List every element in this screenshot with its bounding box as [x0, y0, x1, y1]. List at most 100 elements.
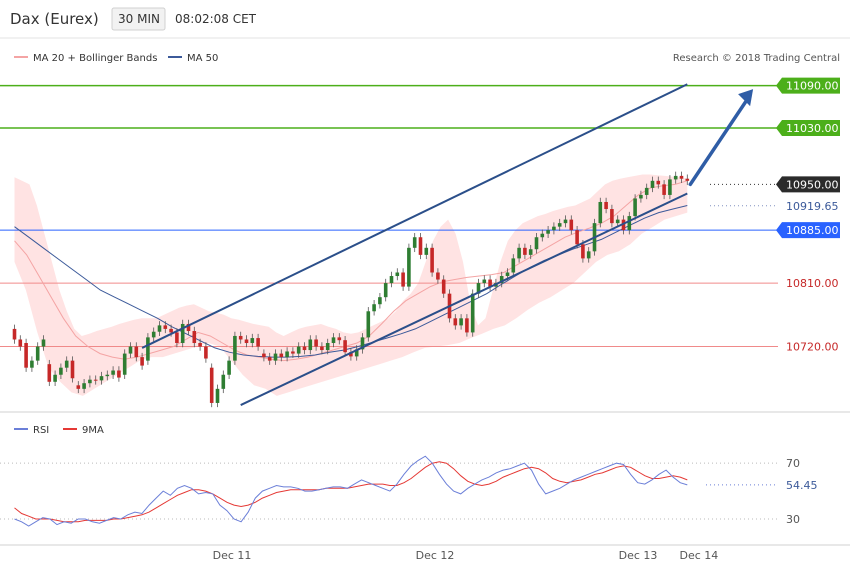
- candle: [418, 233, 423, 260]
- candle-body: [685, 178, 690, 181]
- candle: [673, 171, 678, 184]
- candle-body: [256, 338, 260, 347]
- candle-body: [105, 374, 110, 377]
- candle: [82, 378, 86, 394]
- candle-body: [552, 226, 556, 231]
- header: Dax (Eurex) 30 MIN 08:02:08 CET: [10, 7, 257, 31]
- candle: [70, 356, 75, 383]
- candle: [279, 349, 284, 362]
- candle-body: [314, 339, 318, 347]
- candle: [238, 331, 243, 344]
- candle-body: [192, 331, 197, 344]
- candle: [262, 349, 266, 362]
- rsi-tick-30: 30: [786, 513, 800, 526]
- candle: [412, 233, 417, 253]
- candle-body: [82, 383, 86, 389]
- candle-body: [59, 367, 63, 375]
- candle-body: [465, 318, 469, 333]
- candle: [511, 254, 516, 277]
- candle-body: [302, 346, 307, 351]
- candle-body: [233, 335, 237, 361]
- level-label-10720.00: 10720.00: [786, 341, 839, 354]
- level-label-box-11090.00: [776, 77, 840, 94]
- channel-lower-line: [240, 192, 688, 406]
- candle: [534, 233, 539, 254]
- level-label-box-10885.00: [776, 222, 840, 239]
- candle-body: [70, 360, 75, 379]
- candle: [41, 335, 46, 351]
- candle-body: [337, 337, 342, 341]
- candle: [354, 345, 359, 361]
- candle: [476, 278, 481, 298]
- candle-body: [662, 184, 666, 195]
- candle-body: [134, 346, 139, 358]
- candle: [372, 299, 376, 316]
- candle: [563, 215, 568, 228]
- candle: [610, 204, 614, 228]
- candle-body: [673, 175, 678, 180]
- candle: [227, 356, 231, 379]
- candle: [250, 333, 255, 348]
- candle-body: [482, 279, 487, 284]
- candle-body: [267, 357, 272, 361]
- candle-body: [453, 318, 458, 326]
- candle: [244, 335, 249, 348]
- candle-body: [221, 374, 226, 389]
- candle-body: [639, 194, 643, 199]
- candle-body: [407, 247, 411, 287]
- candle-body: [436, 272, 440, 280]
- candle: [302, 342, 307, 355]
- candle: [360, 333, 365, 354]
- interval-badge[interactable]: [111, 7, 166, 31]
- candle: [569, 215, 574, 235]
- candle-body: [331, 337, 336, 344]
- candle: [151, 327, 156, 342]
- candle-body: [627, 216, 632, 231]
- candle-body: [621, 219, 626, 231]
- candle: [528, 244, 533, 260]
- date-label-Dec-11: Dec 11: [213, 549, 252, 562]
- candle-body: [557, 223, 562, 227]
- candle: [662, 180, 666, 200]
- candle-body: [650, 180, 655, 188]
- forecast-arrow-head: [738, 89, 754, 107]
- candle-body: [401, 272, 405, 287]
- candle: [12, 324, 17, 344]
- candle-body: [64, 360, 69, 368]
- candle-body: [186, 323, 191, 332]
- candle: [267, 352, 272, 365]
- candle: [436, 268, 440, 284]
- candle-body: [598, 201, 603, 224]
- candle-body: [140, 357, 144, 366]
- candle-body: [244, 339, 249, 344]
- candle-body: [117, 370, 121, 378]
- candle: [644, 183, 649, 200]
- candle: [186, 319, 191, 336]
- price-legend: MA 20 + Bollinger Bands MA 50 Research ©…: [14, 53, 840, 64]
- candle: [59, 363, 63, 379]
- bollinger-band-area: [14, 174, 688, 396]
- candle: [627, 211, 632, 235]
- candle: [256, 333, 260, 351]
- candle: [88, 375, 92, 388]
- candle-body: [349, 352, 353, 357]
- rsi-last-value-label: 54.45: [786, 479, 818, 492]
- candle: [586, 247, 591, 263]
- candle-body: [476, 283, 481, 294]
- candle: [117, 366, 121, 382]
- candle-body: [679, 175, 684, 179]
- candle: [47, 359, 52, 387]
- candle-body: [128, 346, 133, 354]
- candle-body: [163, 325, 168, 329]
- candle-body: [581, 244, 585, 259]
- candle-body: [47, 364, 52, 382]
- date-label-Dec-13: Dec 13: [619, 549, 658, 562]
- candle: [499, 271, 504, 288]
- candle: [128, 342, 133, 358]
- candle-body: [12, 328, 17, 340]
- level-label-10885.00: 10885.00: [786, 224, 839, 237]
- candle: [64, 356, 69, 372]
- interval-label: 30 MIN: [118, 12, 160, 26]
- candle: [430, 243, 434, 277]
